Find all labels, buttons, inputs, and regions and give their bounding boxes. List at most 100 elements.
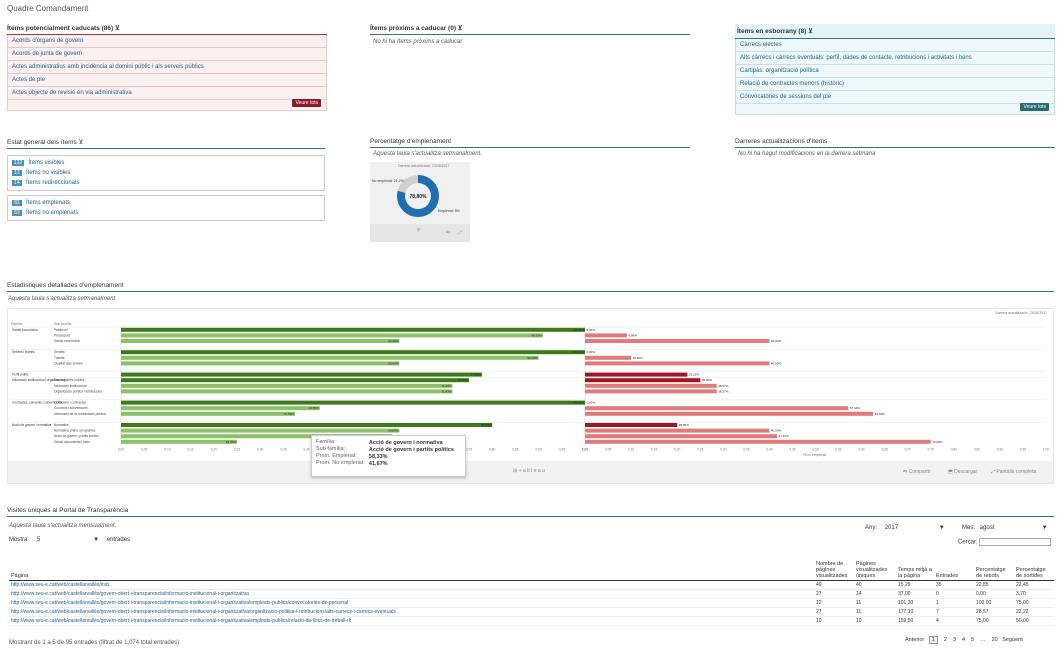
table-cell: 22,22: [1014, 607, 1054, 617]
pager-page[interactable]: 5: [971, 637, 975, 643]
page-url-cell[interactable]: http://www.seu-e.cat/web/castellarvallès…: [9, 580, 814, 590]
list-item[interactable]: Relació de contractes menors (històric): [736, 78, 1054, 91]
status-row[interactable]: 63 Ítems no emplenats: [8, 208, 324, 218]
chart-tooltip: Família: Acció de govern i normativa Sub …: [311, 435, 466, 477]
filled-bar: [121, 400, 585, 405]
next-expiring-title-text: Ítems pròxims a caducar (0): [370, 25, 456, 32]
page-title: Quadre Comandament: [7, 4, 89, 13]
column-header[interactable]: Pàgines visualitzades úniques: [854, 552, 896, 581]
page-url-cell[interactable]: http://www.seu-e.cat/web/castellarvallès…: [9, 598, 814, 608]
column-header[interactable]: Entrades: [934, 552, 974, 581]
share-icon[interactable]: ⇆: [446, 230, 451, 236]
share-button[interactable]: ⇆ Compartir: [903, 469, 931, 475]
fullscreen-icon[interactable]: ⤢: [458, 230, 463, 236]
subfamily-label: Ens, registres públics: [54, 378, 85, 382]
status-row[interactable]: 12 Ítems no visibles: [8, 168, 324, 178]
pager-page[interactable]: 1: [928, 636, 938, 644]
fullscreen-button[interactable]: ⤢ Pantalla completa: [991, 469, 1036, 475]
pager-prev[interactable]: Anterior: [905, 637, 925, 643]
x-tick-label-right: 0,40: [766, 448, 772, 452]
table-cell: 159,50: [896, 616, 934, 626]
search-input[interactable]: [979, 538, 1052, 546]
table-cell: 28,57: [974, 607, 1014, 617]
column-header[interactable]: Pàgina: [9, 552, 814, 581]
filled-bar: [121, 372, 482, 377]
table-cell: 11: [854, 598, 896, 608]
empty-bar: [585, 383, 717, 388]
page-url-cell[interactable]: http://www.seu-e.cat/web/castellarvallès…: [9, 589, 814, 599]
list-item[interactable]: Convocatòries de sessions del ple: [736, 91, 1054, 104]
year-select[interactable]: 2017 ▼: [885, 525, 945, 531]
column-header[interactable]: Percentatge de rebots: [974, 552, 1014, 581]
list-item[interactable]: Actes administratius amb incidència al d…: [8, 61, 326, 74]
month-select[interactable]: agost ▼: [980, 525, 1048, 531]
visits-table: Pàgina Nombre de pàgines visualitzades P…: [9, 552, 1054, 626]
pager-page[interactable]: 20: [991, 637, 998, 643]
list-item-label: Actes de ple: [12, 77, 46, 83]
column-header[interactable]: Temps mitjà a la pàgina: [896, 552, 934, 581]
status-row[interactable]: 81 Ítems emplenats: [8, 198, 324, 208]
page-url-cell[interactable]: http://www.seu-e.cat/web/castellarvallès…: [9, 607, 814, 617]
filled-bar: [121, 355, 539, 360]
table-cell: 0: [934, 589, 974, 599]
pager-next[interactable]: Següent: [1002, 637, 1023, 643]
fullscreen-label: Pantalla completa: [996, 469, 1037, 475]
filled-data-label: 25,00%: [226, 440, 237, 444]
list-item[interactable]: Cartipàs: organització política: [736, 65, 1054, 78]
download-label: Descargar: [954, 469, 978, 475]
subfamily-label: Informació institucional: [54, 384, 87, 388]
status-label: Ítems redireccionals: [26, 180, 80, 186]
drafts-title[interactable]: Ítems en esborrany (8) ⊻: [735, 24, 1055, 39]
list-item-label: Acords d'òrgans de govern: [12, 38, 84, 44]
download-button[interactable]: ⬒ Descargar: [948, 469, 977, 475]
x-tick-label-right: 1,00: [1043, 448, 1049, 452]
list-item-label: Càrrecs electes: [740, 42, 782, 48]
list-item-label: Relació de contractes menors (històric): [740, 81, 845, 87]
table-cell: 1: [934, 598, 974, 608]
list-item[interactable]: Actes objecte de revisió en via administ…: [8, 87, 326, 100]
empty-data-label: 0,00%: [587, 350, 596, 354]
see-all-drafts-button[interactable]: Veure tots: [1020, 103, 1049, 111]
filled-bar: [121, 434, 392, 439]
pager-page[interactable]: 2: [943, 637, 947, 643]
list-item[interactable]: Actes de ple: [8, 74, 326, 87]
x-tick-label-right: 0,25: [697, 448, 703, 452]
detail-bar-chart: Gestió econòmica Serveis i tràmits Perfil …: [10, 326, 1049, 452]
empty-data-label: 9,09%: [628, 333, 637, 337]
list-item[interactable]: Acords d'òrgans de govern: [8, 35, 326, 48]
list-item[interactable]: Alts càrrecs i càrrecs eventuals: perfil…: [736, 52, 1054, 65]
table-cell: 4: [934, 616, 974, 626]
x-tick-label-left: 0,30: [257, 448, 263, 452]
filled-data-label: 90,91%: [532, 333, 543, 337]
filled-bar: [121, 439, 237, 444]
list-item-label: Cartipàs: organització política: [740, 68, 819, 74]
see-all-expiring-button[interactable]: Veure tots: [292, 99, 321, 107]
table-cell: 40: [854, 580, 896, 590]
subfamily-label: Organització política i retribucions: [54, 389, 102, 393]
pager-page[interactable]: 3: [952, 637, 956, 643]
column-header[interactable]: Percentatge de sortides: [1014, 552, 1054, 581]
list-item[interactable]: Càrrecs electes: [736, 39, 1054, 52]
status-row[interactable]: 132 Ítems visibles: [8, 158, 324, 168]
year-filter: Any: 2017 ▼: [865, 525, 945, 531]
x-tick-label-left: 0,75: [466, 448, 472, 452]
page-url-cell[interactable]: http://www.seu-e.cat/web/castellarvallès…: [9, 616, 814, 626]
tooltip-value: 58,33%: [368, 453, 388, 460]
empty-bar: [585, 406, 849, 411]
list-item[interactable]: Acords de junta de govern: [8, 48, 326, 61]
empty-data-label: 20,00%: [679, 423, 690, 427]
family-label: Perfil polític: [12, 373, 29, 377]
x-tick-label-right: 0,05: [605, 448, 611, 452]
month-value: agost: [979, 525, 995, 531]
column-header[interactable]: Nombre de pàgines visualitzades: [814, 552, 854, 581]
status-row[interactable]: 14 Ítems redireccionals: [8, 178, 324, 188]
col-subfamily-header: Sub família: [54, 322, 72, 326]
pager-page[interactable]: 4: [961, 637, 966, 643]
column-header-label: Percentatge de rebots: [976, 566, 1006, 579]
status-count: 12: [12, 170, 22, 176]
empty-bar: [585, 428, 770, 433]
page-size-select[interactable]: 5 ▼: [37, 537, 99, 543]
expiring-title[interactable]: Ítems potencialment caducats (86) ⊻: [7, 24, 327, 35]
empty-bar: [585, 434, 778, 439]
filled-data-label: 60,00%: [388, 339, 399, 343]
